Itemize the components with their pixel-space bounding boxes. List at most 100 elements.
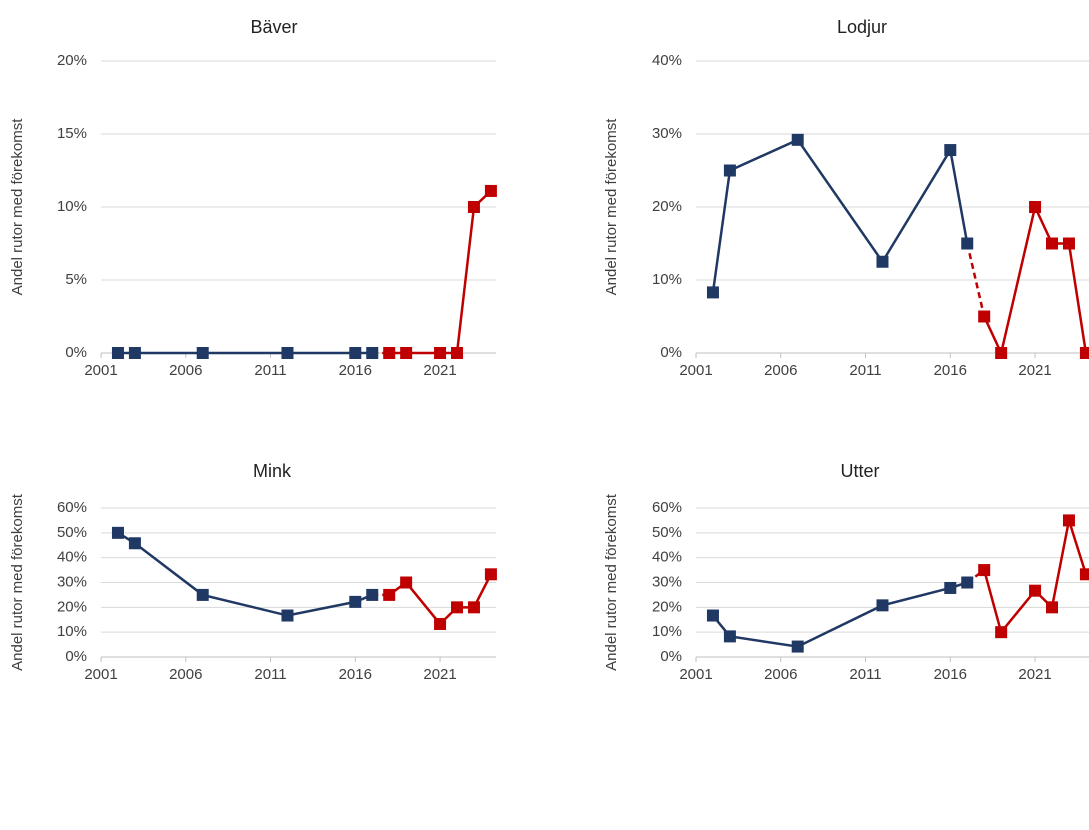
y-tick-label: 10%: [57, 198, 87, 215]
y-tick-label: 0%: [660, 648, 682, 665]
chart-title: Utter: [840, 461, 879, 481]
y-axis-label: Andel rutor med förekomst: [9, 118, 26, 296]
marker: [434, 347, 447, 359]
x-tick-label: 2011: [849, 666, 881, 683]
y-tick-label: 0%: [65, 648, 87, 665]
marker: [978, 310, 991, 323]
marker: [128, 537, 141, 550]
marker: [196, 347, 209, 359]
x-tick-label: 2021: [423, 666, 456, 683]
marker: [484, 184, 497, 197]
marker: [1079, 347, 1089, 359]
marker: [944, 144, 957, 157]
y-tick-label: 60%: [652, 499, 682, 516]
marker: [383, 588, 396, 601]
marker: [961, 237, 974, 250]
marker: [723, 164, 736, 177]
marker: [791, 133, 804, 146]
marker: [366, 347, 379, 359]
marker: [434, 617, 447, 630]
x-tick-label: 2006: [169, 362, 202, 379]
series-line: [117, 531, 373, 617]
marker: [1029, 584, 1042, 597]
y-tick-label: 30%: [57, 573, 87, 590]
x-tick-label: 2006: [169, 666, 202, 683]
x-tick-label: 2011: [254, 666, 286, 683]
marker: [723, 630, 736, 643]
marker: [876, 599, 889, 612]
x-tick-label: 2021: [1018, 362, 1051, 379]
marker: [791, 640, 804, 653]
chart-title: Mink: [253, 461, 292, 481]
x-tick-label: 2001: [679, 362, 712, 379]
y-tick-label: 30%: [652, 125, 682, 142]
y-tick-label: 0%: [65, 344, 87, 361]
series-line: [982, 520, 1088, 635]
y-tick-label: 0%: [660, 344, 682, 361]
marker: [111, 526, 124, 539]
marker: [400, 347, 413, 359]
y-tick-label: 40%: [652, 52, 682, 69]
marker: [876, 255, 889, 268]
y-tick-label: 40%: [57, 549, 87, 566]
x-tick-label: 2001: [84, 362, 117, 379]
y-tick-label: 20%: [652, 198, 682, 215]
marker: [1062, 237, 1075, 250]
marker: [349, 595, 362, 608]
marker: [349, 347, 362, 359]
marker: [1079, 568, 1089, 581]
x-tick-label: 2011: [849, 362, 881, 379]
marker: [995, 626, 1008, 639]
chart-title: Lodjur: [837, 17, 887, 37]
marker: [1046, 601, 1059, 614]
x-tick-label: 2016: [934, 666, 967, 683]
y-tick-label: 10%: [652, 623, 682, 640]
y-tick-label: 40%: [652, 549, 682, 566]
x-tick-label: 2021: [423, 362, 456, 379]
marker: [1062, 514, 1075, 527]
x-tick-label: 2006: [764, 666, 797, 683]
x-tick-label: 2016: [339, 666, 372, 683]
y-axis-label: Andel rutor med förekomst: [603, 118, 620, 296]
connector: [966, 243, 986, 317]
y-tick-label: 5%: [65, 271, 87, 288]
marker: [706, 286, 719, 299]
y-tick-label: 20%: [652, 598, 682, 615]
x-tick-label: 2011: [254, 362, 286, 379]
marker: [961, 576, 974, 589]
marker: [383, 347, 396, 359]
marker: [467, 201, 480, 213]
marker: [366, 588, 379, 601]
marker: [451, 347, 464, 359]
y-tick-label: 10%: [652, 271, 682, 288]
series-line: [711, 581, 968, 648]
marker: [995, 347, 1008, 359]
y-axis-label: Andel rutor med förekomst: [603, 493, 620, 671]
x-tick-label: 2001: [84, 666, 117, 683]
marker: [978, 564, 991, 577]
series-line: [389, 190, 492, 355]
y-axis-label: Andel rutor med förekomst: [9, 493, 26, 671]
marker: [1029, 201, 1042, 213]
y-tick-label: 20%: [57, 598, 87, 615]
x-tick-label: 2001: [679, 666, 712, 683]
marker: [1046, 237, 1059, 250]
series-line: [711, 138, 969, 293]
marker: [281, 609, 294, 622]
y-tick-label: 50%: [652, 524, 682, 541]
marker: [111, 347, 124, 359]
y-tick-label: 50%: [57, 524, 87, 541]
marker: [281, 347, 294, 359]
marker: [400, 576, 413, 589]
y-tick-label: 10%: [57, 623, 87, 640]
marker: [128, 347, 141, 359]
y-tick-label: 15%: [57, 125, 87, 142]
x-tick-label: 2016: [339, 362, 372, 379]
x-tick-label: 2021: [1018, 666, 1051, 683]
x-tick-label: 2016: [934, 362, 967, 379]
marker: [484, 568, 497, 581]
marker: [706, 609, 719, 622]
y-tick-label: 60%: [57, 499, 87, 516]
marker: [451, 601, 464, 614]
